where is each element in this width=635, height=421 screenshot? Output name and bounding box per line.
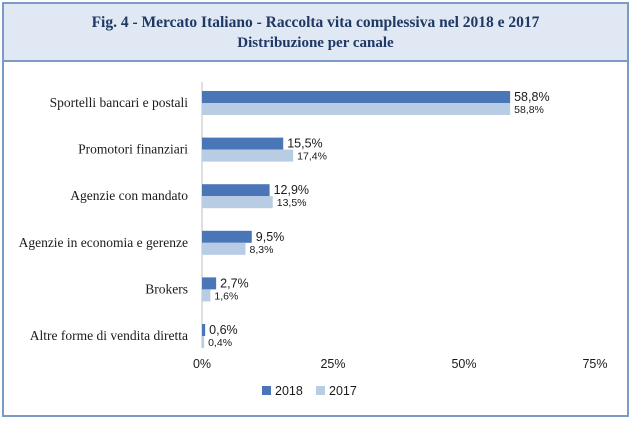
x-tick-label: 25% [320, 357, 345, 371]
bar-2017-0 [202, 103, 511, 115]
bar-2017-4 [202, 289, 211, 302]
legend-label: 2017 [329, 384, 357, 398]
category-label: Altre forme di vendita diretta [30, 328, 188, 343]
data-label-2018: 15,5% [287, 137, 322, 151]
bar-2018-0 [202, 91, 511, 103]
category-label: Sportelli bancari e postali [50, 95, 189, 110]
chart-header: Fig. 4 - Mercato Italiano - Raccolta vit… [4, 4, 627, 62]
data-label-2017: 0,4% [208, 337, 232, 349]
bar-2017-3 [202, 242, 246, 255]
chart-title: Fig. 4 - Mercato Italiano - Raccolta vit… [91, 14, 540, 31]
data-label-2018: 2,7% [220, 276, 249, 290]
legend-label: 2018 [275, 384, 303, 398]
data-label-2017: 58,8% [514, 104, 544, 116]
bar-2017-2 [202, 196, 273, 209]
bar-2018-1 [202, 137, 284, 150]
bar-2018-5 [202, 324, 206, 336]
chart-frame: Fig. 4 - Mercato Italiano - Raccolta vit… [2, 2, 629, 417]
bar-2018-4 [202, 277, 217, 290]
data-label-2017: 13,5% [277, 197, 307, 209]
x-tick-label: 75% [582, 357, 607, 371]
bar-2017-1 [202, 149, 294, 162]
category-label: Agenzie in economia e gerenze [19, 235, 188, 250]
bar-2018-3 [202, 230, 252, 243]
chart-subtitle: Distribuzione per canale [237, 35, 394, 51]
category-label: Brokers [145, 281, 188, 296]
category-label: Agenzie con mandato [70, 188, 188, 203]
data-label-2018: 58,8% [514, 90, 549, 104]
category-label: Promotori finanziari [78, 142, 188, 157]
data-label-2017: 17,4% [297, 151, 327, 163]
bar-2017-5 [202, 336, 205, 348]
legend-swatch-2017 [316, 386, 325, 395]
data-label-2018: 12,9% [274, 183, 309, 197]
data-label-2017: 1,6% [214, 290, 238, 302]
legend-swatch-2018 [262, 386, 271, 395]
x-tick-label: 50% [451, 357, 476, 371]
data-label-2018: 9,5% [256, 230, 285, 244]
data-label-2017: 8,3% [249, 244, 273, 256]
data-label-2018: 0,6% [209, 323, 238, 337]
bar-2018-2 [202, 184, 270, 197]
x-tick-label: 0% [193, 357, 211, 371]
